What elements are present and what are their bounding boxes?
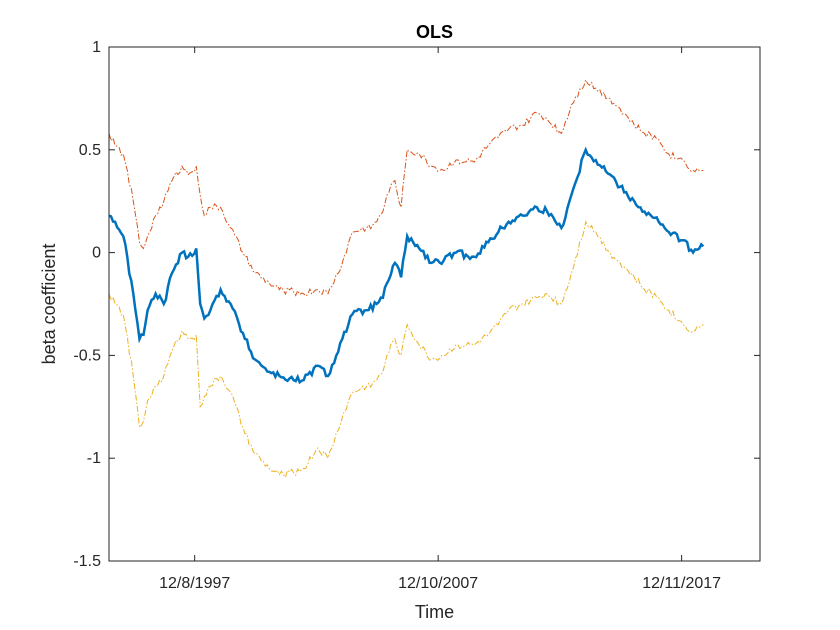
y-tick-label: -0.5 bbox=[73, 347, 101, 364]
series-layer bbox=[108, 78, 705, 479]
y-tick-label: -1.5 bbox=[73, 553, 101, 570]
chart-title: OLS bbox=[416, 22, 453, 42]
y-tick-label: 0 bbox=[92, 245, 101, 262]
x-tick-label: 12/11/2017 bbox=[642, 575, 721, 592]
series-line-upper bbox=[108, 78, 704, 297]
axes-box bbox=[108, 46, 761, 562]
y-ticks: -1.5 -1 -0.5 0 0.5 1 bbox=[73, 39, 760, 570]
series-line-estimate bbox=[108, 146, 705, 385]
x-ticks: 12/8/1997 12/10/2007 12/11/2017 bbox=[159, 47, 721, 592]
x-tick-label: 12/10/2007 bbox=[398, 575, 478, 592]
y-axis-label: beta coefficient bbox=[39, 244, 59, 365]
x-tick-label: 12/8/1997 bbox=[159, 575, 230, 592]
x-axis-label: Time bbox=[415, 602, 454, 622]
y-tick-label: 1 bbox=[92, 39, 101, 56]
plot-area bbox=[109, 47, 760, 561]
y-tick-label: 0.5 bbox=[79, 142, 101, 159]
y-tick-label: -1 bbox=[87, 450, 101, 467]
